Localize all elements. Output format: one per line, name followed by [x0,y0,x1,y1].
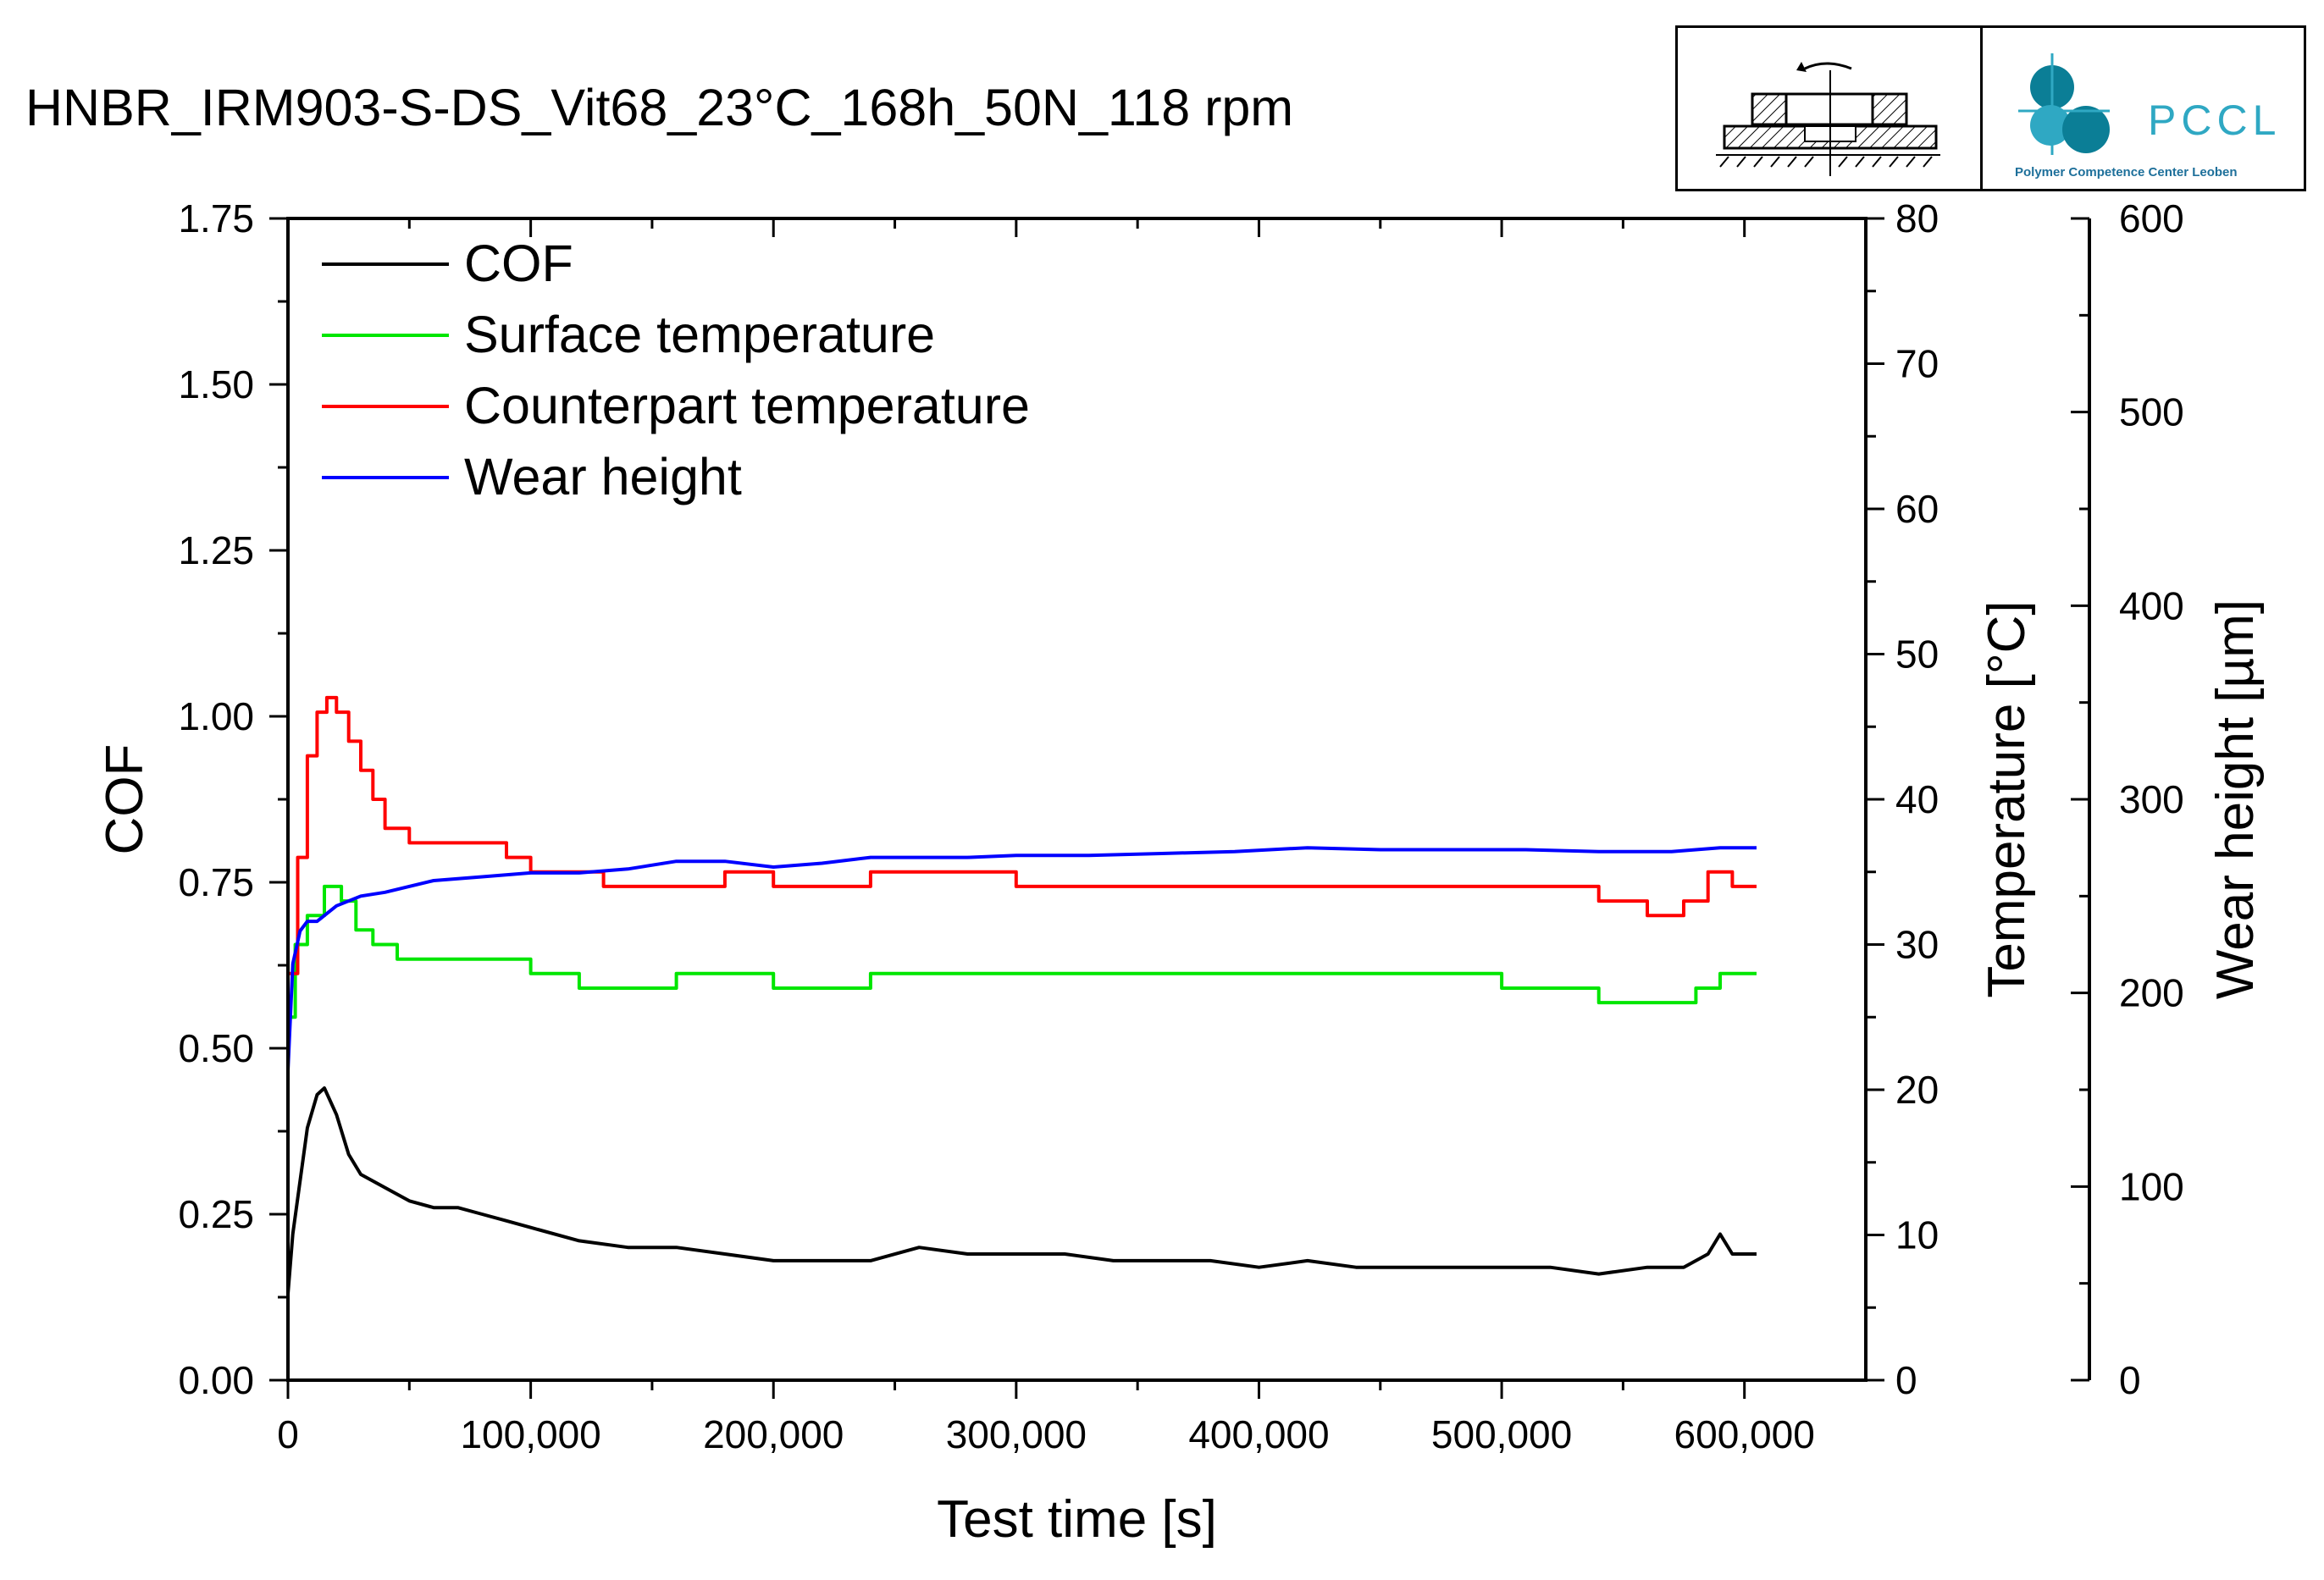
axes-group: 0 100,000 200,000 300,000 400,000 500,000 600,… [96,196,2265,1549]
cof-tick-label: 1.50 [178,362,254,406]
cof-tick-label: 0.75 [178,860,254,904]
legend-label: Counterpart temperature [464,377,1030,434]
temp-tick-label: 40 [1895,777,1939,821]
wear-tick-label: 500 [2119,390,2184,434]
temp-tick-label: 70 [1895,342,1939,386]
chart-title: HNBR_IRM903-S-DS_Vit68_23°C_168h_50N_118… [25,79,1294,136]
x-tick-label: 200,000 [703,1412,844,1456]
temp-tick-label: 30 [1895,923,1939,967]
pccl-logo-subtitle: Polymer Competence Center Leoben [2015,165,2238,180]
temp-tick-label: 0 [1895,1358,1917,1402]
wear-tick-label: 100 [2119,1164,2184,1208]
cof-tick-label: 0.00 [178,1358,254,1402]
wear-tick-label: 200 [2119,971,2184,1015]
legend-label: Wear height [464,448,742,505]
temp-axis-label: Temperature [°C] [1978,600,2036,997]
wear-tick-label: 0 [2119,1358,2141,1402]
series-line-wear-height [286,846,1757,1071]
legend-label: Surface temperature [464,306,935,363]
wear-axis-label: Wear height [µm] [2206,599,2265,999]
x-tick-label: 400,000 [1188,1412,1329,1456]
pccl-logo-text: PCCL [2148,97,2282,144]
pccl-logo: PCCL Polymer Competence Center Leoben [1980,25,2306,191]
temp-tick-label: 50 [1895,633,1939,677]
x-tick-label: 600,000 [1674,1412,1815,1456]
cof-tick-label: 0.25 [178,1192,254,1236]
series-group [286,695,1757,1295]
x-tick-label: 100,000 [460,1412,600,1456]
cof-axis-label: COF [96,744,154,855]
x-tick-label: 500,000 [1431,1412,1572,1456]
temp-tick-label: 60 [1895,487,1939,531]
wear-tick-label: 600 [2119,196,2184,240]
legend-label: COF [464,235,573,292]
wear-tick-label: 300 [2119,777,2184,821]
cof-tick-label: 1.25 [178,528,254,572]
x-tick-label: 0 [277,1412,299,1456]
temp-tick-label: 20 [1895,1068,1939,1112]
tribometer-schematic-logo [1675,25,1984,191]
tribometer-schematic-icon [1716,62,1940,176]
cof-tick-label: 1.75 [178,196,254,240]
cof-tick-label: 0.50 [178,1026,254,1070]
temp-tick-label: 10 [1895,1213,1939,1257]
x-axis-label: Test time [s] [937,1490,1217,1549]
legend: COF Surface temperature Counterpart temper… [322,235,1030,505]
series-line-counterpart-temperature [288,695,1757,975]
series-line-surface-temperature [288,884,1757,1019]
series-line-cof [286,1086,1757,1295]
pccl-circles-icon [2018,53,2110,155]
temp-tick-label: 80 [1895,196,1939,240]
x-tick-label: 300,000 [946,1412,1087,1456]
cof-tick-label: 1.00 [178,694,254,738]
wear-tick-label: 400 [2119,583,2184,627]
